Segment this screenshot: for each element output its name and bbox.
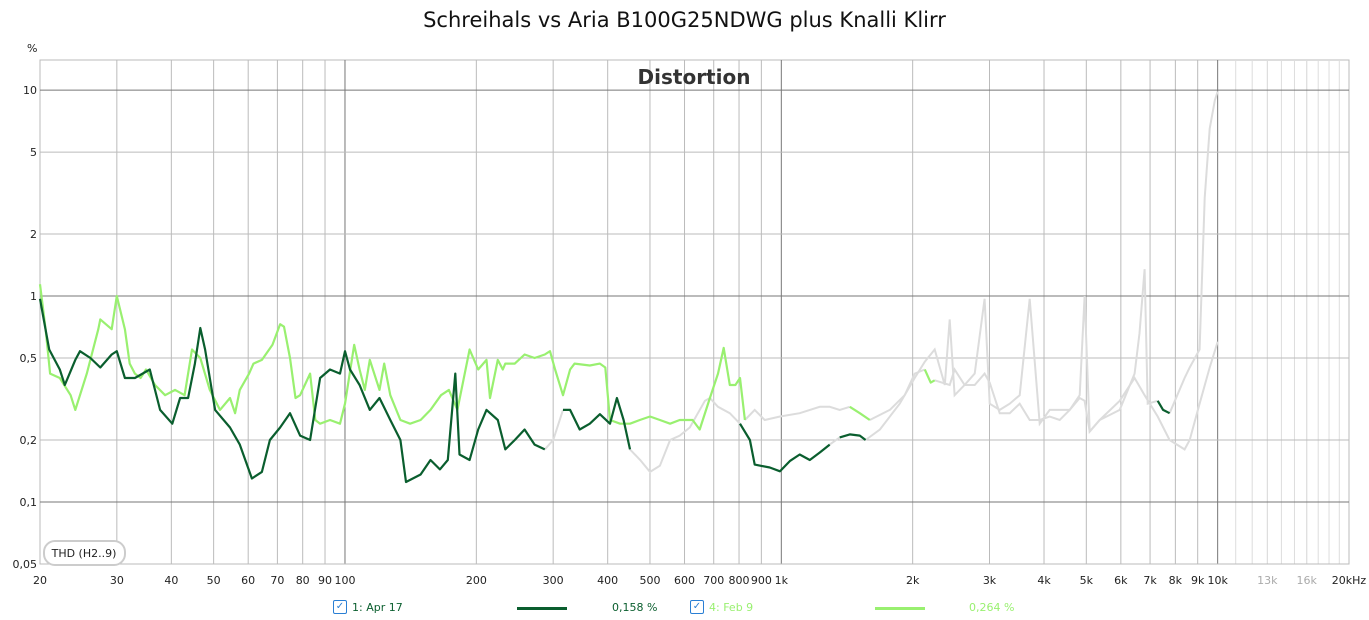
y-tick-label: 0,5 <box>20 352 38 365</box>
x-tick-label: 200 <box>466 574 487 587</box>
plot-area <box>39 59 1350 565</box>
y-tick-label: 10 <box>23 84 37 97</box>
series-1-faded-line <box>829 436 841 446</box>
x-tick-label: 13k <box>1257 574 1278 587</box>
series-1-faded-line <box>865 269 1158 441</box>
x-tick-label: 500 <box>639 574 660 587</box>
x-tick-label: 300 <box>543 574 564 587</box>
series-1-faded-line <box>544 409 564 451</box>
series-1-line <box>1156 400 1171 415</box>
y-tick-label: 5 <box>30 146 37 159</box>
x-tick-label: 600 <box>674 574 695 587</box>
x-tick-label: 90 <box>318 574 332 587</box>
series-2-faded-line <box>869 368 926 421</box>
y-tick-label: 0,2 <box>20 434 38 447</box>
series-2-faded-line <box>744 405 851 422</box>
series-4-checkbox[interactable]: ✓ <box>690 600 704 614</box>
x-tick-label: 700 <box>703 574 724 587</box>
x-tick-label: 80 <box>296 574 310 587</box>
series-1-name: 1: Apr 17 <box>352 601 403 614</box>
thd-badge <box>43 540 126 566</box>
series-2-line <box>38 284 746 431</box>
series-1-faded-line <box>629 396 741 474</box>
x-tick-label: 4k <box>1037 574 1051 587</box>
x-tick-label: 16k <box>1297 574 1318 587</box>
x-tick-label: 20 <box>33 574 47 587</box>
series-1-line <box>839 433 867 441</box>
x-tick-label: 9k <box>1191 574 1205 587</box>
y-axis-unit: % <box>27 42 37 55</box>
x-tick-label: 20kHz <box>1332 574 1367 587</box>
y-tick-label: 0,1 <box>20 496 38 509</box>
y-tick-label: 1 <box>30 290 37 303</box>
x-tick-label: 100 <box>334 574 355 587</box>
plot-title: Distortion <box>638 65 751 89</box>
x-tick-label: 30 <box>110 574 124 587</box>
series-1-line <box>739 423 831 473</box>
x-tick-label: 70 <box>270 574 284 587</box>
y-tick-label: 0,05 <box>13 558 38 571</box>
x-tick-label: 10k <box>1207 574 1228 587</box>
x-tick-label: 400 <box>597 574 618 587</box>
x-tick-label: 60 <box>241 574 255 587</box>
x-tick-label: 50 <box>207 574 221 587</box>
check-icon: ✓ <box>692 601 702 612</box>
series-1-line <box>563 396 632 450</box>
chart-title: Schreihals vs Aria B100G25NDWG plus Knal… <box>423 8 946 32</box>
x-tick-label: 800 <box>729 574 750 587</box>
series-2-line <box>923 369 936 384</box>
series-1-swatch <box>517 607 567 610</box>
x-tick-label: 900 <box>751 574 772 587</box>
series-1-checkbox[interactable]: ✓ <box>333 600 347 614</box>
x-tick-label: 7k <box>1143 574 1157 587</box>
x-tick-label: 3k <box>983 574 997 587</box>
x-tick-label: 1k <box>775 574 789 587</box>
check-icon: ✓ <box>335 601 345 612</box>
series-4-name: 4: Feb 9 <box>709 601 754 614</box>
x-tick-label: 2k <box>906 574 920 587</box>
y-tick-label: 2 <box>30 228 37 241</box>
series-1-value: 0,158 % <box>612 601 658 614</box>
legend: ✓ 1: Apr 17 0,158 % ✓ 4: Feb 9 0,264 % <box>0 598 1369 618</box>
series-4-swatch <box>875 607 925 610</box>
series-1-faded-line <box>1168 91 1219 414</box>
thd-badge-label: THD (H2..9) <box>51 547 117 560</box>
series-2-faded-line <box>934 341 1219 451</box>
x-tick-label: 8k <box>1169 574 1183 587</box>
series-2-line <box>849 405 871 421</box>
x-tick-label: 6k <box>1114 574 1128 587</box>
x-tick-label: 5k <box>1080 574 1094 587</box>
series-4-value: 0,264 % <box>969 601 1015 614</box>
series-1-line <box>38 298 546 484</box>
x-tick-label: 40 <box>164 574 178 587</box>
